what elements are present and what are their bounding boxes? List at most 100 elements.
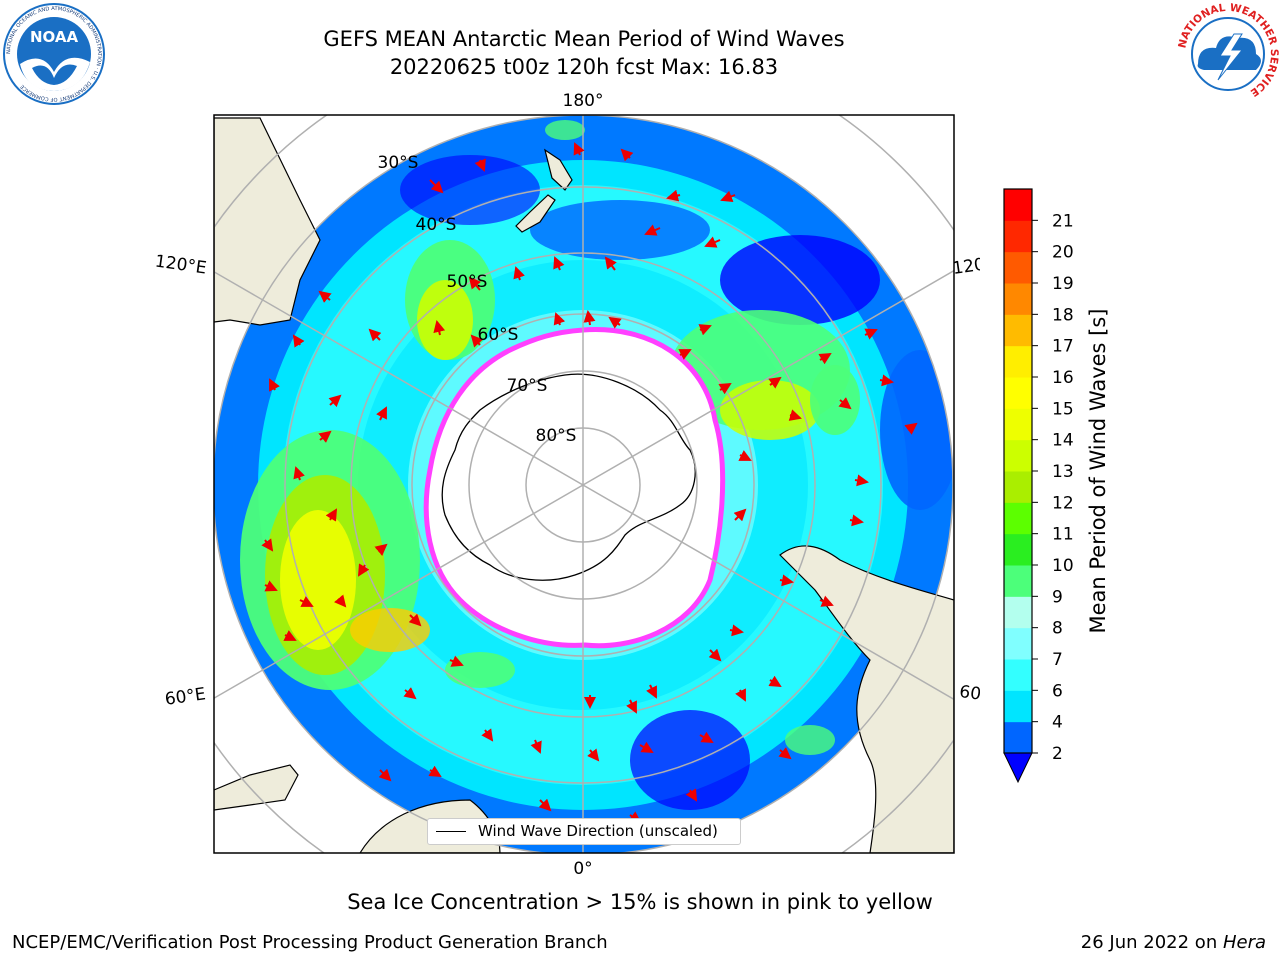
colorbar-block [1004,471,1032,503]
colorbar-tick-label: 11 [1052,525,1074,545]
colorbar-block [1004,251,1032,284]
footer-machine: Hera [1222,932,1266,953]
colorbar-block [1004,345,1032,378]
arrow [408,613,422,627]
arrow [403,687,417,700]
footer-date-text: 26 Jun 2022 on [1080,932,1223,953]
arrow [318,430,332,443]
arrow [768,376,782,389]
arrow [708,648,722,662]
arrow [429,179,444,194]
colorbar-tick-label: 10 [1052,556,1074,576]
legend-line-symbol [436,831,466,832]
new-zealand-south [515,194,556,233]
arrow [879,374,894,387]
arrow [626,699,637,714]
colorbar-tick-label: 9 [1052,587,1063,607]
arrow [704,236,721,248]
colorbar-block [1004,596,1032,629]
arrow [718,382,732,395]
colorbar-block [1004,533,1032,566]
colorbar-tick-label: 12 [1052,493,1074,513]
lon-label-0: 0° [573,859,592,879]
lat-label-40s: 40°S [416,215,457,235]
colorbar-tick-label: 21 [1052,211,1074,231]
lat-label-30s: 30°S [378,153,419,173]
lat-label-80s: 80°S [536,426,577,446]
arrow [573,142,585,156]
lat-label-50s: 50°S [447,272,488,292]
lon-label-120w: 120°W [951,251,980,279]
arrow [538,798,552,812]
colorbar-tick-label: 16 [1052,368,1074,388]
legend-label: Wind Wave Direction (unscaled) [478,822,718,840]
colorbar: 2 4 6 7 8 9 10 11 12 13 14 15 16 17 18 19 20 21 Mean Peri… [1003,188,1110,784]
arrow [325,508,338,522]
colorbar-tick-label: 15 [1052,399,1074,419]
colorbar-tick-label: 13 [1052,462,1074,482]
colorbar-block [1004,283,1032,315]
arrow [646,684,657,699]
new-zealand-north [544,148,573,191]
lat-label-70s: 70°S [507,376,548,396]
arrow [838,397,852,410]
lon-label-180: 180° [563,91,604,111]
arrow [513,266,525,281]
colorbar-block [1004,314,1032,347]
chart-title: GEFS MEAN Antarctic Mean Period of Wind … [323,27,845,51]
colorbar-ticks: 2 4 6 7 8 9 10 11 12 13 14 15 16 17 18 19 20 21 [1032,211,1074,764]
arrow [328,394,342,408]
arrow [481,728,494,742]
arrow [299,596,314,607]
madagascar [214,764,299,811]
colorbar-tick-label: 18 [1052,305,1074,325]
arrow [474,158,486,172]
colorbar-block [1004,721,1032,754]
arrow [604,256,617,271]
colorbar-block [1004,220,1032,253]
colorbar-blocks [1004,189,1032,754]
map-frame [213,114,955,854]
colorbar-block [1004,627,1032,660]
colorbar-tick-label: 8 [1052,619,1063,639]
arrow [768,675,782,688]
lon-label-60e: 60°E [164,684,207,709]
arrow [678,349,692,360]
arrow [357,563,370,577]
arrow [318,290,332,303]
colorbar-tick-label: 4 [1052,713,1063,733]
arrow [269,378,280,392]
arrow [428,765,442,778]
arrow [735,688,746,702]
arrow [779,574,794,587]
lat-label-60s: 60°S [478,325,519,345]
arrow [378,768,392,782]
arrow [376,406,387,421]
arrow [583,310,596,326]
arrow [685,788,698,802]
colorbar-tick-label: 20 [1052,243,1074,263]
colorbar-tick-label: 19 [1052,274,1074,294]
arrow [854,474,869,487]
arrow [864,328,878,340]
arrow [849,514,864,527]
arrow [639,741,654,754]
arrow [530,739,542,754]
arrow [283,630,297,641]
arrow [644,224,661,236]
arrow [293,466,305,481]
lon-label-120e: 120°E [154,252,208,279]
colorbar-block [1004,408,1032,441]
arrow [468,276,482,291]
colorbar-tick-label: 2 [1052,744,1063,764]
arrow [608,316,622,329]
noaa-logo-text: NOAA [30,28,79,46]
nws-logo: NATIONAL WEATHER SERVICE [1176,2,1280,104]
arrow [374,543,388,557]
arrow [368,328,382,342]
colorbar-block [1004,377,1032,409]
colorbar-block [1004,565,1032,597]
arrow [449,655,464,667]
arrow [788,409,802,421]
colorbar-block [1004,439,1032,472]
